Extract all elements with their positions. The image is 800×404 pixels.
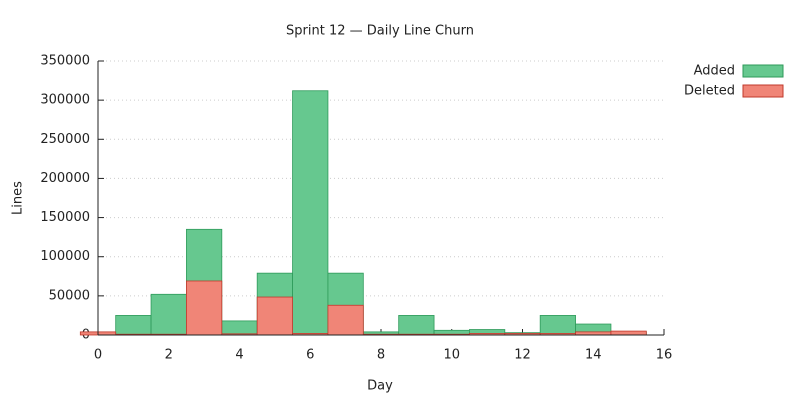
bar xyxy=(186,280,223,336)
y-axis-label: Lines xyxy=(11,181,26,215)
bar xyxy=(539,315,576,336)
y-tick-label: 250000 xyxy=(40,132,90,147)
bar xyxy=(221,320,258,336)
legend-swatch xyxy=(742,84,784,98)
legend-label: Deleted xyxy=(684,84,735,99)
legend-swatch xyxy=(742,64,784,78)
bar xyxy=(256,296,293,336)
legend-label: Added xyxy=(694,64,735,79)
x-tick-label: 0 xyxy=(94,348,102,363)
x-tick-label: 12 xyxy=(514,348,531,363)
bar xyxy=(398,315,435,336)
y-tick-label: 150000 xyxy=(40,210,90,225)
x-axis-label: Day xyxy=(367,379,393,394)
x-tick-label: 14 xyxy=(585,348,602,363)
y-tick-label: 350000 xyxy=(40,54,90,69)
y-tick-label: 300000 xyxy=(40,93,90,108)
x-tick-label: 6 xyxy=(306,348,314,363)
x-tick-label: 4 xyxy=(235,348,243,363)
y-tick-label: 50000 xyxy=(49,288,90,303)
x-tick-label: 8 xyxy=(377,348,385,363)
bar xyxy=(610,330,647,336)
bar xyxy=(292,90,329,336)
x-tick-label: 10 xyxy=(443,348,460,363)
y-tick-label: 100000 xyxy=(40,249,90,264)
chart-title: Sprint 12 — Daily Line Churn xyxy=(286,24,474,39)
y-tick-label: 200000 xyxy=(40,171,90,186)
x-tick-label: 16 xyxy=(656,348,673,363)
bar xyxy=(115,315,152,336)
bar xyxy=(150,293,187,336)
x-tick-label: 2 xyxy=(165,348,173,363)
bar xyxy=(327,304,364,336)
